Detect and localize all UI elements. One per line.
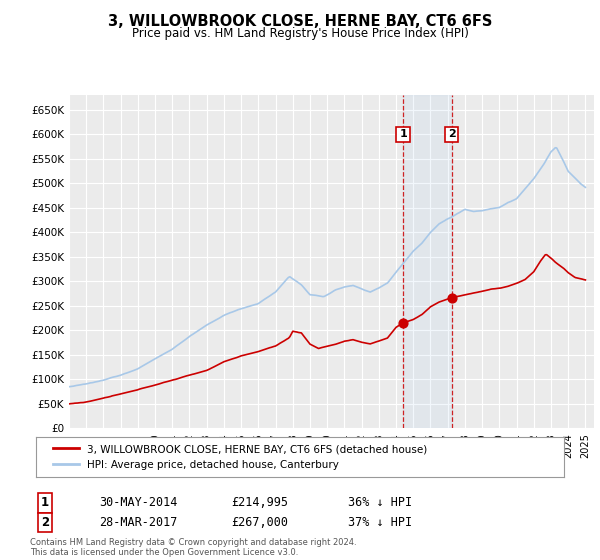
- Text: Contains HM Land Registry data © Crown copyright and database right 2024.
This d: Contains HM Land Registry data © Crown c…: [30, 538, 356, 557]
- Text: 28-MAR-2017: 28-MAR-2017: [99, 516, 178, 529]
- Text: £267,000: £267,000: [231, 516, 288, 529]
- Text: 36% ↓ HPI: 36% ↓ HPI: [348, 496, 412, 510]
- Text: Price paid vs. HM Land Registry's House Price Index (HPI): Price paid vs. HM Land Registry's House …: [131, 27, 469, 40]
- Text: 1: 1: [41, 496, 49, 510]
- Text: 37% ↓ HPI: 37% ↓ HPI: [348, 516, 412, 529]
- Legend: 3, WILLOWBROOK CLOSE, HERNE BAY, CT6 6FS (detached house), HPI: Average price, d: 3, WILLOWBROOK CLOSE, HERNE BAY, CT6 6FS…: [46, 438, 434, 476]
- Text: 30-MAY-2014: 30-MAY-2014: [99, 496, 178, 510]
- Text: 2: 2: [448, 129, 455, 139]
- Point: [398, 319, 408, 328]
- Text: 2: 2: [41, 516, 49, 529]
- Text: 3, WILLOWBROOK CLOSE, HERNE BAY, CT6 6FS: 3, WILLOWBROOK CLOSE, HERNE BAY, CT6 6FS: [108, 14, 492, 29]
- Bar: [403, 95, 452, 428]
- Text: 1: 1: [399, 129, 407, 139]
- Point: [447, 293, 457, 302]
- Text: £214,995: £214,995: [231, 496, 288, 510]
